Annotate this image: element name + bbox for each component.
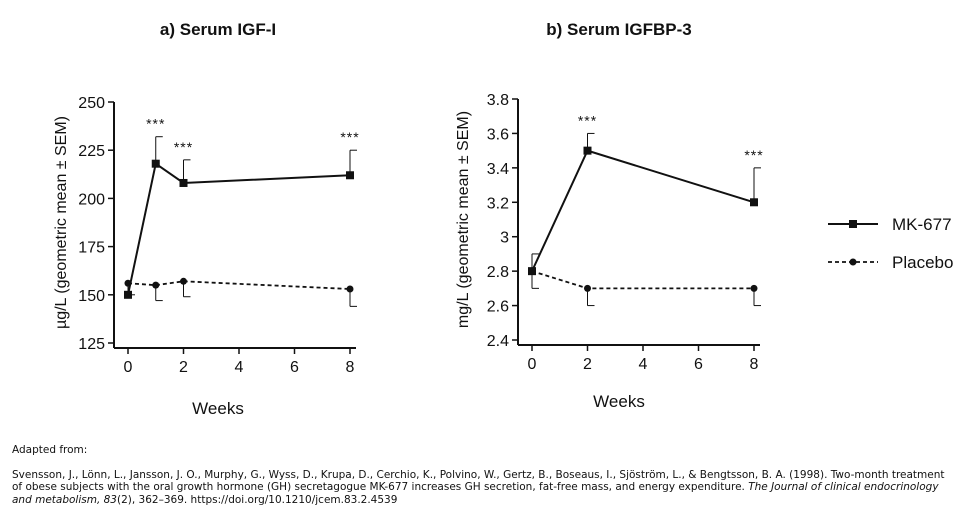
chart-title: a) Serum IGF-I: [160, 20, 276, 39]
y-tick-label: 250: [78, 95, 105, 112]
series-line-mk-677: [531, 149, 755, 272]
y-axis-label: mg/L (geometric mean ± SEM): [455, 111, 472, 328]
x-tick-label: 2: [583, 356, 592, 373]
series-line-mk-677: [127, 162, 351, 296]
y-tick-label: 2.6: [487, 299, 509, 316]
caption-reference: Svensson, J., Lönn, L., Jansson, J. O., …: [12, 469, 947, 507]
figure: a) Serum IGF-I 125 150 175 200 225 250 0 2 4 6 8 Wee…: [53, 20, 953, 418]
caption-journal: The Journal of clinical endocrinology an…: [12, 481, 939, 506]
x-tick-label: 4: [235, 359, 244, 376]
y-tick-label: 3.2: [487, 195, 509, 212]
legend-label: MK-677: [892, 215, 952, 234]
x-axis-label: Weeks: [593, 392, 645, 411]
x-axis-label: Weeks: [192, 399, 244, 418]
legend-marker-circle: [849, 258, 857, 266]
x-tick-label: 0: [124, 359, 133, 376]
y-tick-label: 3: [500, 230, 509, 247]
series-line-placebo: [531, 270, 754, 290]
data-point-circle: [152, 281, 160, 289]
y-tick-label: 2.4: [487, 333, 509, 350]
y-tick-label: 200: [78, 191, 105, 208]
data-point-square: [179, 178, 188, 187]
y-tick-label: 3.4: [487, 161, 509, 178]
x-tick-label: 4: [639, 356, 648, 373]
significance-marker: ***: [146, 116, 165, 132]
caption-intro: Adapted from:: [12, 444, 88, 456]
data-point-square: [583, 146, 592, 155]
x-tick-label: 6: [694, 356, 703, 373]
y-tick-label: 3.8: [487, 92, 509, 109]
legend-marker-square: [849, 220, 857, 228]
series-line-placebo: [127, 280, 351, 290]
data-point-square: [151, 159, 160, 168]
legend-label: Placebo: [892, 253, 953, 272]
chart-title: b) Serum IGFBP-3: [546, 20, 691, 39]
y-tick-label: 150: [78, 288, 105, 305]
caption-pages-doi: (2), 362–369. https://doi.org/10.1210/jc…: [117, 493, 398, 506]
significance-marker: ***: [174, 139, 193, 155]
citation-caption: Adapted from: Svensson, J., Lönn, L., Ja…: [12, 444, 947, 506]
data-point-circle: [528, 267, 536, 275]
significance-marker: ***: [744, 147, 763, 163]
data-point-circle: [180, 277, 187, 285]
data-point-circle: [124, 279, 132, 287]
y-tick-label: 125: [78, 336, 105, 353]
data-point-square: [346, 171, 354, 180]
data-point-circle: [584, 284, 591, 292]
significance-marker: ***: [578, 112, 597, 128]
y-tick-label: 175: [78, 240, 105, 257]
y-axis-label: µg/L (geometric mean ± SEM): [53, 116, 70, 329]
x-tick-label: 8: [750, 356, 759, 373]
x-tick-label: 6: [290, 359, 299, 376]
y-tick-label: 2.8: [487, 264, 509, 281]
y-tick-label: 3.6: [487, 126, 509, 143]
x-tick-label: 8: [346, 359, 355, 376]
data-point-circle: [346, 285, 354, 293]
data-point-square: [750, 198, 758, 207]
x-tick-label: 0: [528, 356, 537, 373]
caption-authors-title: Svensson, J., Lönn, L., Jansson, J. O., …: [12, 468, 945, 494]
data-point-circle: [750, 284, 758, 292]
x-tick-label: 2: [179, 359, 188, 376]
y-tick-label: 225: [78, 143, 105, 160]
significance-marker: ***: [340, 129, 359, 145]
